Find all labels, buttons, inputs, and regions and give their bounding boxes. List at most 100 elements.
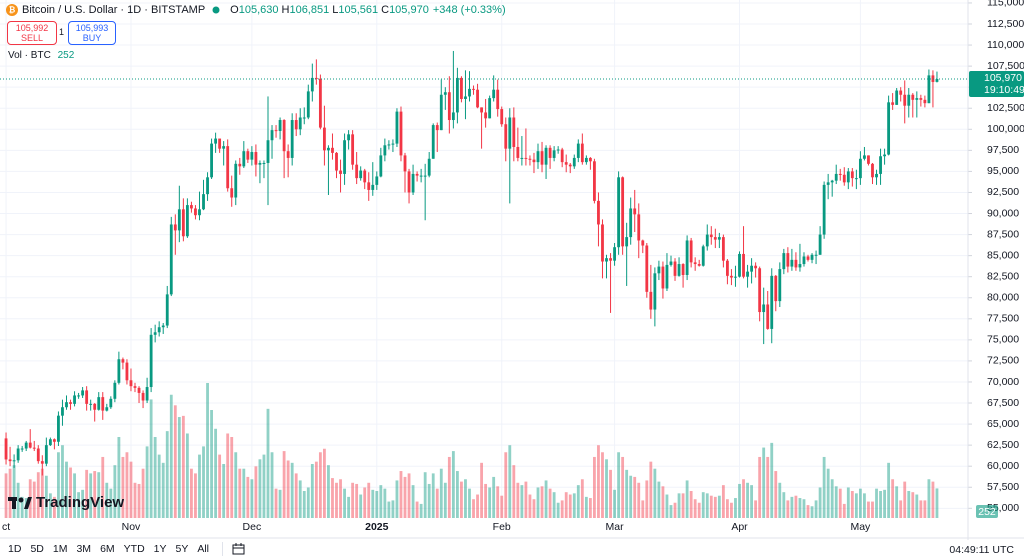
candle-body (750, 265, 754, 272)
legend-value: 106,851 (289, 4, 330, 16)
candle-body (81, 390, 85, 396)
volume-bar (593, 456, 596, 518)
candle-body (339, 170, 342, 174)
candle-body (169, 224, 173, 295)
volume-bar (16, 482, 20, 518)
candle-body (403, 155, 407, 172)
candle-body (331, 147, 334, 153)
volume-bar (77, 492, 80, 518)
date-range-button[interactable] (232, 542, 246, 556)
buy-price[interactable]: 105,993 (75, 23, 109, 33)
volume-bar (500, 495, 504, 518)
timeframe-button[interactable]: 5D (30, 543, 44, 555)
volume-bar (97, 472, 101, 518)
candle-body (536, 151, 540, 163)
candle-body (484, 112, 488, 119)
timeframe-button[interactable]: 1M (52, 543, 68, 555)
volume-bar (750, 485, 754, 518)
volume-bar (8, 468, 12, 518)
volume-bar (826, 468, 830, 518)
y-tick-label: 60,000 (987, 460, 1019, 472)
volume-bar (447, 456, 451, 518)
sell-button[interactable]: 105,992 SELL (7, 21, 57, 45)
timeframe-button[interactable]: 3M (76, 543, 92, 555)
candle-body (818, 234, 822, 255)
volume-bar (335, 482, 338, 518)
sell-price[interactable]: 105,992 (15, 23, 49, 33)
svg-text:₿: ₿ (9, 6, 16, 15)
candle-body (36, 448, 40, 462)
volume-bar (540, 486, 544, 518)
volume-bar (842, 503, 846, 518)
volume-bar (818, 487, 822, 518)
candle-body (105, 407, 109, 411)
candle-body (97, 397, 101, 410)
volume-bar (867, 501, 870, 518)
candle-body (455, 77, 459, 113)
sell-label[interactable]: SELL (20, 33, 44, 43)
volume-bar (310, 464, 314, 518)
candle-body (153, 332, 157, 335)
candle-body (790, 259, 794, 267)
y-tick-label: 107,500 (987, 60, 1024, 72)
y-tick-label: 62,500 (987, 439, 1019, 451)
candle-body (407, 171, 411, 193)
candle-body (887, 102, 891, 155)
y-tick-label: 85,000 (987, 249, 1019, 261)
candle-body (355, 164, 359, 179)
timeframe-button[interactable]: YTD (123, 543, 145, 555)
volume-bar (915, 494, 919, 518)
volume-bar (375, 491, 379, 518)
candle-body (121, 359, 125, 363)
volume-bar (359, 494, 363, 518)
candle-body (871, 163, 874, 178)
buy-button[interactable]: 105,993 BUY (68, 21, 116, 45)
volume-bar (484, 483, 488, 518)
y-tick-label: 70,000 (987, 376, 1019, 388)
volume-bar (613, 489, 616, 518)
candle-body (810, 254, 814, 260)
timeframe-button[interactable]: 1D (8, 543, 22, 555)
volume-bar (327, 465, 330, 518)
timeframe-button[interactable]: 6M (100, 543, 115, 555)
volume-bar (625, 469, 629, 518)
brand-logo (8, 496, 32, 509)
volume-bar (935, 488, 939, 518)
candle-body (488, 98, 492, 119)
volume-bar (32, 481, 36, 518)
candle-body (540, 151, 544, 165)
candle-body (726, 260, 729, 276)
volume-bar (742, 479, 745, 518)
volume-bar (726, 499, 729, 518)
legend-key: O (230, 4, 239, 16)
candle-body (165, 294, 169, 326)
candle-body (101, 397, 105, 411)
volume-bar (81, 489, 85, 518)
timeframe-button[interactable]: 5Y (175, 543, 189, 555)
candle-body (742, 253, 745, 277)
volume-legend: Vol · BTC 252 (8, 50, 74, 61)
candle-body (629, 208, 633, 238)
candle-body (693, 262, 697, 265)
candle-body (548, 147, 552, 158)
candle-body (298, 117, 302, 130)
volume-bar (250, 479, 254, 518)
y-tick-label: 65,000 (987, 418, 1019, 430)
candle-body (875, 173, 878, 178)
candle-body (597, 200, 600, 225)
timeframe-button[interactable]: All (197, 543, 210, 555)
candle-body (895, 90, 899, 105)
volume-bar (584, 496, 588, 518)
volume-bar (198, 454, 201, 518)
candle-body (508, 117, 512, 149)
candle-body (560, 149, 564, 163)
buy-label[interactable]: BUY (82, 33, 102, 43)
volume-bar (887, 462, 891, 518)
volume-bar (306, 487, 310, 518)
candle-body (109, 398, 113, 408)
candle-body (282, 120, 286, 152)
candle-body (468, 88, 471, 97)
candle-body (20, 448, 24, 450)
timeframe-button[interactable]: 1Y (153, 543, 167, 555)
candle-body (367, 182, 371, 190)
